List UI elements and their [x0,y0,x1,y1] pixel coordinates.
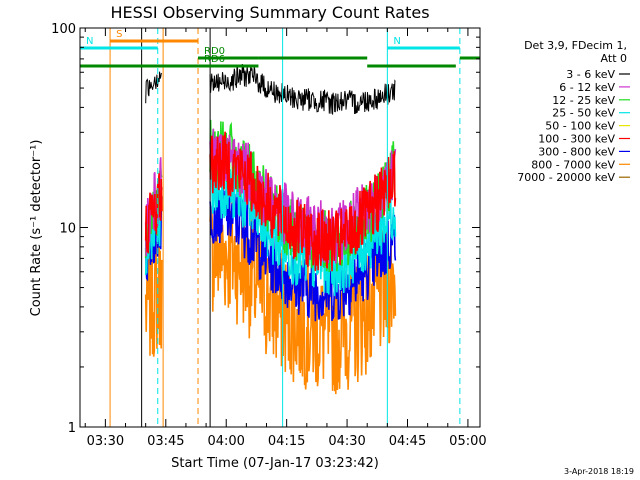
state-bar-label-3: RD0 [204,46,225,57]
footer-timestamp: 3-Apr-2018 18:19 [564,467,634,476]
state-bar-label-1: N [86,36,93,47]
series-line-3-6keV [145,71,163,104]
series-line-3-6keV [209,63,396,115]
x-tick-label-0: 03:30 [87,434,124,449]
plot-area [144,63,397,395]
legend-header-line1: Det 3,9, FDecim 1, [524,39,627,52]
legend-label-1: 6 - 12 keV [559,81,615,94]
legend-label-8: 7000 - 20000 keV [517,171,615,184]
chart-title: HESSI Observing Summary Count Rates [110,3,429,22]
legend-label-7: 800 - 7000 keV [531,158,615,171]
x-tick-label-5: 04:45 [389,434,426,449]
axes: 03:30 03:45 04:00 04:15 04:30 04:45 05:00 1 10 10… [51,22,486,449]
x-tick-label-3: 04:15 [268,434,305,449]
y-tick-label-2: 100 [51,22,76,37]
y-axis-label: Count Rate (s⁻¹ detector⁻¹) [29,140,44,317]
x-tick-label-4: 04:30 [328,434,365,449]
legend-label-4: 50 - 100 keV [545,120,615,133]
x-tick-label-2: 04:00 [207,434,244,449]
y-tick-label-1: 10 [59,222,76,237]
legend-label-0: 3 - 6 keV [566,68,615,81]
legend-header-line2: Att 0 [601,52,627,65]
x-axis-label: Start Time (07-Jan-17 03:23:42) [171,456,379,471]
series-line-100-300keV [209,131,397,272]
x-tick-label-1: 03:45 [147,434,184,449]
state-bar-label-7: RD6 [204,54,225,65]
legend-label-3: 25 - 50 keV [552,107,615,120]
legend-label-6: 300 - 800 keV [538,145,615,158]
series-line-800-7000keV [209,201,397,395]
y-tick-label-0: 1 [68,421,76,436]
legend-label-5: 100 - 300 keV [538,133,615,146]
series-line-25-50keV [144,193,163,276]
x-tick-label-6: 05:00 [449,434,486,449]
legend-label-2: 12 - 25 keV [552,94,615,107]
series-line-100-300keV [144,173,163,254]
state-bar-label-0: S [116,29,122,40]
state-bar-label-2: N [393,36,400,47]
